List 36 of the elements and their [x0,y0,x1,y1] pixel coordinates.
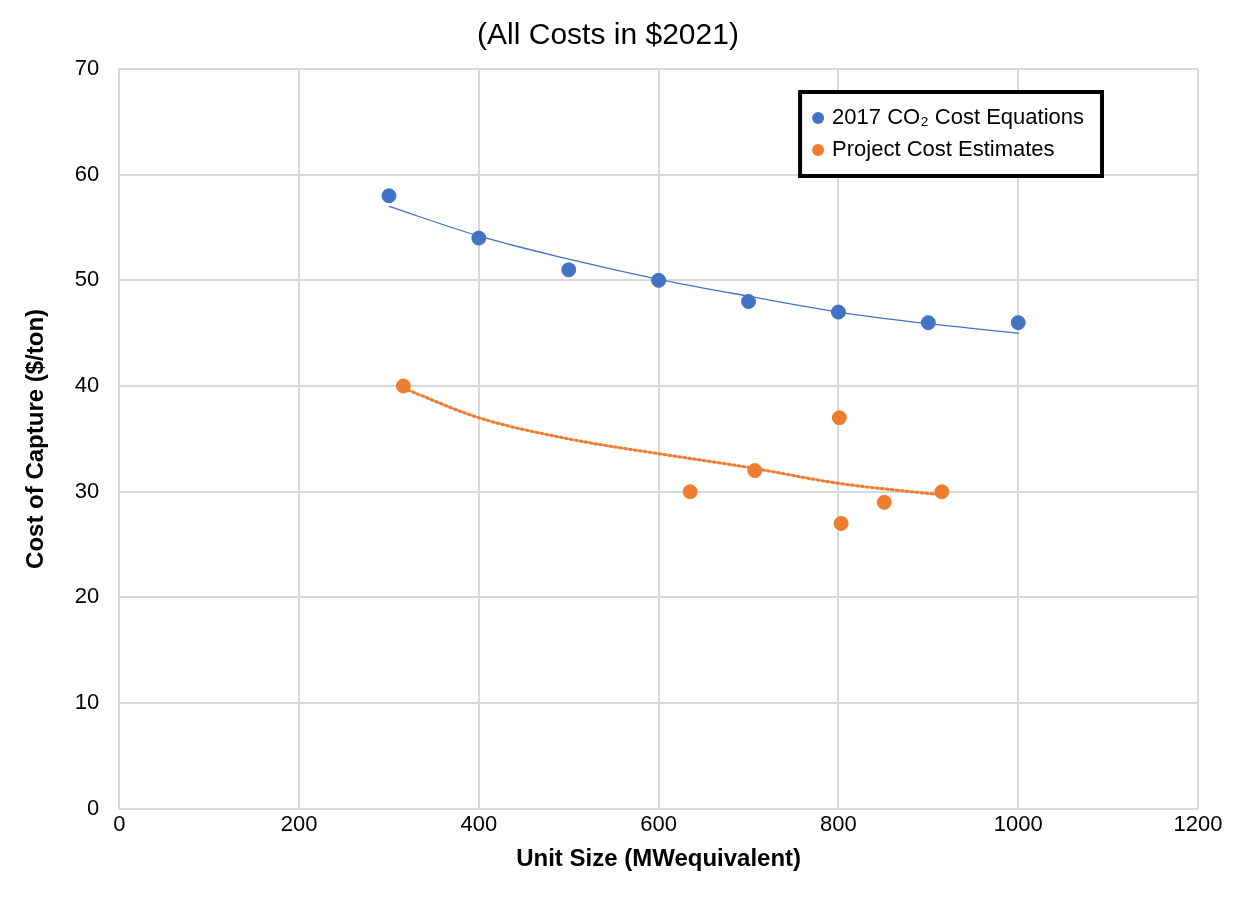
legend-label: 2017 CO₂ Cost Equations [832,104,1084,130]
point [747,463,763,479]
x-tick-label: 1200 [1173,811,1223,837]
x-tick-label: 1000 [993,811,1043,837]
x-tick-label: 200 [280,811,318,837]
point [934,484,950,500]
x-tick-label: 800 [820,811,857,837]
y-tick-label: 60 [74,160,100,186]
chart-title: (All Costs in $2021) [477,17,739,51]
point [876,494,892,510]
y-tick-label: 20 [74,583,100,609]
x-tick-label: 600 [640,811,677,837]
point [741,294,757,310]
point [1010,315,1026,331]
point [682,484,698,500]
line-series [388,205,1019,334]
point [395,378,411,394]
point [381,188,397,204]
y-axis-title: Cost of Capture ($/ton) [21,308,49,569]
y-tick-label: 30 [74,477,100,503]
point [830,304,846,320]
y-tick-label: 0 [87,794,100,820]
point [831,410,847,426]
y-tick-label: 40 [74,372,100,398]
y-tick-label: 10 [74,689,100,715]
x-tick-label: 0 [113,811,126,837]
x-axis-title: Unit Size (MWequivalent) [516,844,802,872]
point [920,315,936,331]
x-tick-label: 400 [460,811,498,837]
point [833,515,849,531]
point [651,272,667,288]
point [471,230,487,246]
legend-label: Project Cost Estimates [832,136,1055,162]
point [561,262,577,278]
y-tick-label: 50 [74,266,100,292]
y-tick-label: 70 [74,55,100,81]
